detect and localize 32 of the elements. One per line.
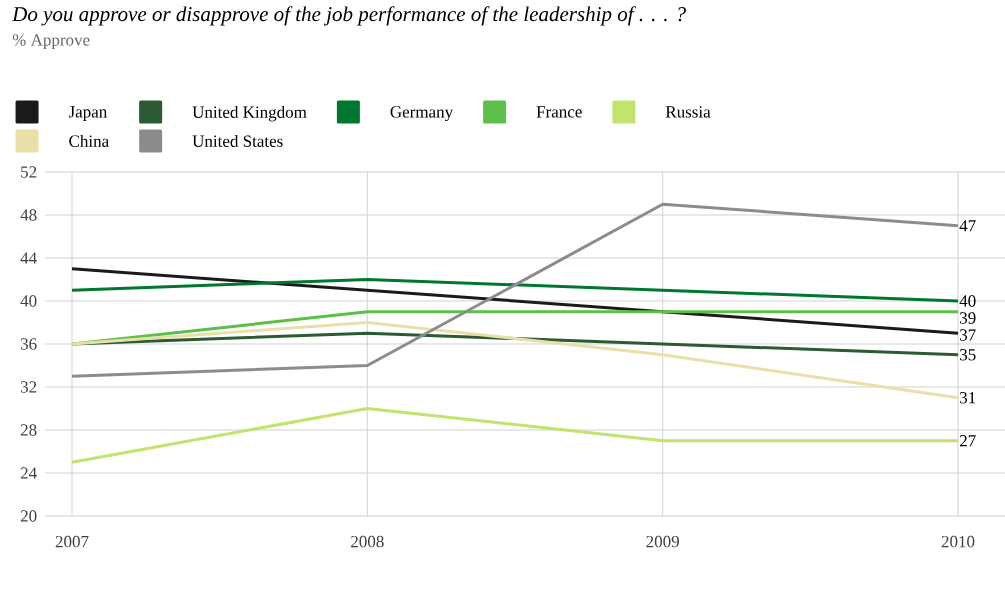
legend-label: France [536,106,582,118]
legend-label: United Kingdom [192,105,307,122]
y-tick-label: 52 [21,166,37,178]
y-tick-label: 32 [20,381,37,393]
data-label: 39 [960,312,976,324]
legend-label: China [69,134,109,147]
y-tick-label: 20 [20,510,37,522]
legend-label: Japan [68,106,108,122]
x-tick-label: 2009 [646,535,679,548]
data-label: 35 [960,349,976,361]
data-label: 40 [959,295,976,307]
x-tick-label: 2008 [351,535,384,548]
y-tick-label: 28 [20,424,37,436]
data-label: 47 [959,220,976,232]
x-tick-label: 2010 [941,535,975,548]
legend-label: United States [192,134,283,147]
line-series [70,320,960,400]
y-tick-label: 24 [20,467,37,479]
y-tick-label: 36 [20,338,37,350]
legend-label: Russia [665,106,711,118]
line-series [70,202,960,378]
x-tick-label: 2007 [55,535,89,548]
line-series [70,267,960,335]
y-tick-label: 44 [20,252,37,264]
chart-title: Do you approve or disapprove of the job performance of the leadership of . . . ? [11,6,686,26]
data-label: 31 [960,392,976,404]
data-label: 27 [959,435,976,447]
y-tick-label: 40 [20,295,37,307]
y-tick-label: 48 [20,209,37,221]
data-label: 37 [960,329,976,341]
chart-subtitle: % Approve [12,34,90,50]
legend-label: Germany [390,106,454,122]
